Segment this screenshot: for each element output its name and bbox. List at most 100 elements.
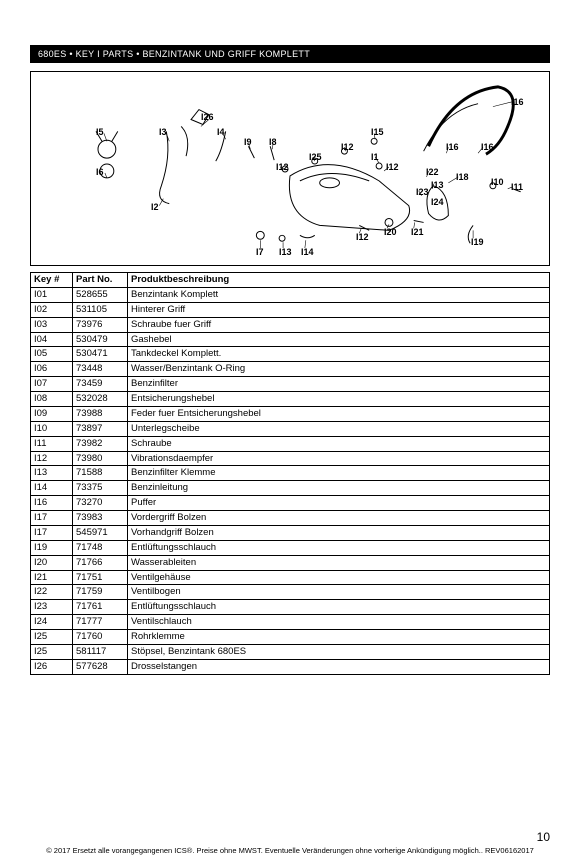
table-row: I02531105Hinterer Griff [31, 302, 550, 317]
table-cell: I16 [31, 496, 73, 511]
table-cell: Rohrklemme [128, 630, 550, 645]
table-row: I2171751Ventilgehäuse [31, 570, 550, 585]
table-cell: 531105 [73, 302, 128, 317]
table-row: I2071766Wasserableiten [31, 555, 550, 570]
table-cell: 577628 [73, 659, 128, 674]
table-row: I08532028Entsicherungshebel [31, 392, 550, 407]
exploded-diagram: I5I3I26I4I9I8I6I2I12I25I12I15I1I12I16I16… [30, 71, 550, 266]
diagram-callout: I11 [511, 182, 523, 192]
table-cell: I08 [31, 392, 73, 407]
diagram-callout: I14 [301, 247, 314, 257]
table-cell: 73983 [73, 511, 128, 526]
table-cell: 73980 [73, 451, 128, 466]
page-footer: 10 © 2017 Ersetzt alle vorangegangenen I… [30, 830, 550, 855]
table-cell: Benzintank Komplett [128, 287, 550, 302]
table-cell: 545971 [73, 525, 128, 540]
table-cell: Drosselstangen [128, 659, 550, 674]
table-cell: I22 [31, 585, 73, 600]
diagram-callout: I16 [511, 97, 524, 107]
diagram-callout: I3 [159, 127, 167, 137]
table-cell: I05 [31, 347, 73, 362]
table-cell: I14 [31, 481, 73, 496]
table-row: I1673270Puffer [31, 496, 550, 511]
table-row: I2271759Ventilbogen [31, 585, 550, 600]
table-row: I2371761Entlüftungsschlauch [31, 600, 550, 615]
table-cell: 73270 [73, 496, 128, 511]
table-cell: Ventilbogen [128, 585, 550, 600]
diagram-callout: I16 [481, 142, 494, 152]
table-cell: 71748 [73, 540, 128, 555]
parts-table: Key #Part No.Produktbeschreibung I015286… [30, 272, 550, 675]
table-row: I1073897Unterlegscheibe [31, 421, 550, 436]
table-cell: I17 [31, 525, 73, 540]
table-row: I0673448Wasser/Benzintank O-Ring [31, 362, 550, 377]
diagram-callout: I24 [431, 197, 444, 207]
page-number: 10 [30, 830, 550, 844]
diagram-callout: I25 [309, 152, 322, 162]
table-cell: I02 [31, 302, 73, 317]
table-row: I1273980Vibrationsdaempfer [31, 451, 550, 466]
table-cell: I03 [31, 317, 73, 332]
diagram-callout: I13 [431, 180, 444, 190]
table-cell: 73982 [73, 436, 128, 451]
table-cell: I24 [31, 615, 73, 630]
table-cell: Benzinfilter Klemme [128, 466, 550, 481]
table-row: I01528655Benzintank Komplett [31, 287, 550, 302]
table-cell: 73988 [73, 406, 128, 421]
table-cell: Entsicherungshebel [128, 392, 550, 407]
diagram-callout: I16 [446, 142, 459, 152]
table-cell: Hinterer Griff [128, 302, 550, 317]
table-cell: I01 [31, 287, 73, 302]
table-row: I04530479Gashebel [31, 332, 550, 347]
table-row: I0973988Feder fuer Entsicherungshebel [31, 406, 550, 421]
diagram-callout: I23 [416, 187, 429, 197]
table-cell: Puffer [128, 496, 550, 511]
table-cell: Wasser/Benzintank O-Ring [128, 362, 550, 377]
table-cell: I25 [31, 630, 73, 645]
diagram-callout: I2 [151, 202, 159, 212]
diagram-callout: I18 [456, 172, 469, 182]
table-cell: 530479 [73, 332, 128, 347]
table-cell: I19 [31, 540, 73, 555]
diagram-callout: I8 [269, 137, 277, 147]
table-cell: Benzinfilter [128, 377, 550, 392]
table-cell: Feder fuer Entsicherungshebel [128, 406, 550, 421]
table-cell: 530471 [73, 347, 128, 362]
table-row: I17545971Vorhandgriff Bolzen [31, 525, 550, 540]
table-cell: Gashebel [128, 332, 550, 347]
table-cell: 71761 [73, 600, 128, 615]
table-cell: 71759 [73, 585, 128, 600]
table-cell: Tankdeckel Komplett. [128, 347, 550, 362]
copyright: © 2017 Ersetzt alle vorangegangenen ICS®… [30, 846, 550, 855]
diagram-callout: I15 [371, 127, 384, 137]
diagram-callout: I4 [217, 127, 225, 137]
diagram-callout: I26 [201, 112, 214, 122]
diagram-callout: I13 [279, 247, 292, 257]
table-cell: 532028 [73, 392, 128, 407]
table-cell: I07 [31, 377, 73, 392]
table-row: I25581117Stöpsel, Benzintank 680ES [31, 644, 550, 659]
diagram-callout: I1 [371, 152, 379, 162]
diagram-callout: I12 [356, 232, 369, 242]
table-cell: 71766 [73, 555, 128, 570]
table-row: I26577628Drosselstangen [31, 659, 550, 674]
table-cell: 73897 [73, 421, 128, 436]
table-cell: 71588 [73, 466, 128, 481]
table-cell: Benzinleitung [128, 481, 550, 496]
table-cell: Entlüftungsschlauch [128, 600, 550, 615]
diagram-callout: I20 [384, 227, 397, 237]
table-cell: I06 [31, 362, 73, 377]
diagram-callout: I12 [386, 162, 399, 172]
diagram-callout: I7 [256, 247, 264, 257]
diagram-callout: I21 [411, 227, 424, 237]
table-cell: I09 [31, 406, 73, 421]
table-cell: 581117 [73, 644, 128, 659]
table-cell: I04 [31, 332, 73, 347]
table-cell: Stöpsel, Benzintank 680ES [128, 644, 550, 659]
table-cell: 71751 [73, 570, 128, 585]
table-row: I1473375Benzinleitung [31, 481, 550, 496]
diagram-callout: I9 [244, 137, 252, 147]
diagram-callout: I19 [471, 237, 484, 247]
table-cell: 73459 [73, 377, 128, 392]
table-row: I1371588Benzinfilter Klemme [31, 466, 550, 481]
